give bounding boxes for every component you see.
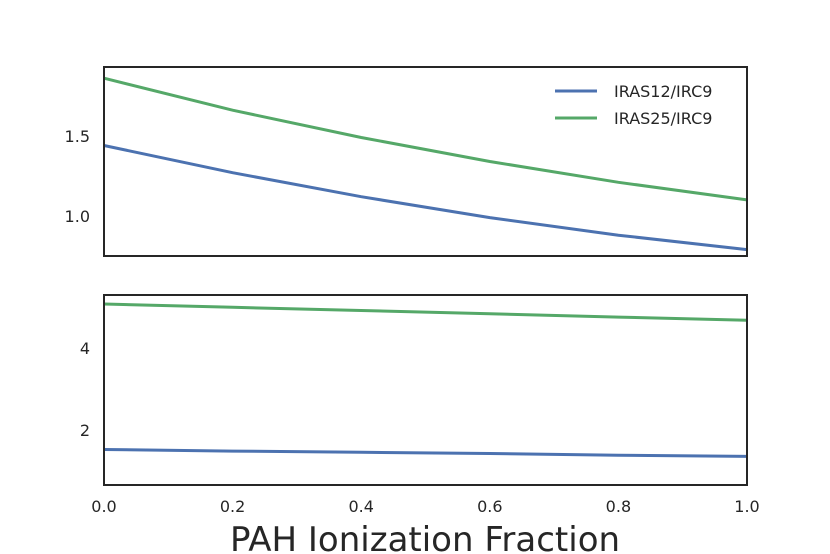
x-axis-label: PAH Ionization Fraction [230, 520, 620, 554]
top-panel-frame [103, 66, 748, 257]
bottom-y-tick-label: 4 [80, 339, 90, 358]
bottom-y-tick-label: 2 [80, 421, 90, 440]
top-y-tick-label: 1.0 [65, 207, 90, 226]
top-series-line-iras12-irc9 [103, 144, 748, 252]
bottom-series-line-iras25-irc9 [103, 302, 748, 322]
legend-label-iras12-irc9: IRAS12/IRC9 [614, 82, 712, 101]
x-tick-label: 0.6 [477, 497, 502, 516]
bottom-panel-frame [103, 294, 748, 486]
x-tick-label: 1.0 [734, 497, 759, 516]
x-tick-label: 0.4 [348, 497, 373, 516]
x-tick-label: 0.0 [91, 497, 116, 516]
top-y-tick-label: 1.5 [65, 127, 90, 146]
top-panel: 1.0 1.5 [65, 66, 748, 257]
legend-label-iras25-irc9: IRAS25/IRC9 [614, 109, 712, 128]
x-tick-label: 0.2 [220, 497, 245, 516]
top-series-line-iras25-irc9 [103, 76, 748, 202]
bottom-series-line-iras12-irc9 [103, 448, 748, 458]
legend: IRAS12/IRC9 IRAS25/IRC9 [555, 82, 712, 128]
x-tick-label: 0.8 [606, 497, 631, 516]
x-axis: 0.0 0.2 0.4 0.6 0.8 1.0 [91, 497, 759, 516]
bottom-panel: 24 [80, 294, 748, 486]
